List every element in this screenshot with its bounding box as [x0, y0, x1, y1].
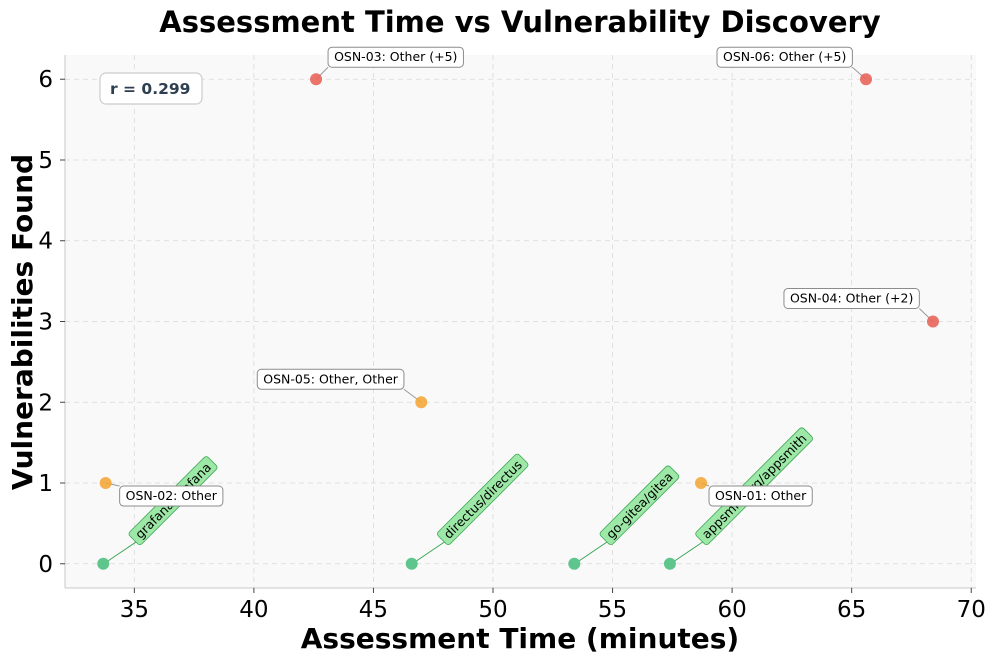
- x-tick-label-0: 35: [120, 597, 149, 623]
- data-point-1: [405, 557, 418, 570]
- y-tick-label-0: 0: [38, 552, 53, 578]
- annotation-4: OSN-02: Other: [119, 485, 224, 507]
- annotation-text-7: OSN-04: Other (+2): [790, 291, 913, 306]
- annotation-text-6: OSN-05: Other, Other: [263, 371, 399, 386]
- y-tick-label-1: 1: [38, 471, 53, 497]
- annotation-box-9: [716, 46, 853, 68]
- x-tick-label-5: 60: [717, 597, 746, 623]
- x-axis-label: Assessment Time (minutes): [301, 622, 739, 655]
- y-tick-label-6: 6: [38, 67, 53, 93]
- annotation-text-9: OSN-06: Other (+5): [723, 49, 846, 64]
- y-tick-label-2: 2: [38, 390, 53, 416]
- repo-label-box-1: [437, 453, 529, 546]
- annotation-text-8: OSN-03: Other (+5): [334, 49, 457, 64]
- annotation-box-5: [708, 485, 813, 507]
- data-points: [97, 73, 939, 570]
- annotation-text-5: OSN-01: Other: [715, 488, 807, 503]
- data-point-9: [860, 73, 873, 86]
- correlation-label: r = 0.299: [110, 80, 190, 98]
- annotation-box-8: [327, 46, 464, 68]
- data-point-6: [415, 396, 428, 409]
- chart-title: Assessment Time vs Vulnerability Discove…: [159, 5, 880, 39]
- x-tick-label-7: 70: [957, 597, 986, 623]
- data-point-5: [695, 477, 708, 490]
- y-tick-label-5: 5: [38, 148, 53, 174]
- annotation-5: OSN-01: Other: [708, 485, 813, 507]
- annotation-6: OSN-05: Other, Other: [256, 368, 405, 390]
- annotation-8: OSN-03: Other (+5): [327, 46, 464, 68]
- x-tick-label-6: 65: [837, 597, 866, 623]
- data-point-8: [310, 73, 323, 86]
- annotation-box-7: [783, 288, 920, 309]
- annotation-7: OSN-04: Other (+2): [783, 288, 920, 309]
- annotation-box-4: [119, 485, 224, 507]
- correlation-box: r = 0.299: [99, 72, 203, 105]
- data-point-7: [926, 315, 939, 328]
- correlation-box-frame: [99, 72, 203, 105]
- y-tick-label-4: 4: [38, 229, 53, 255]
- annotation-box-6: [256, 368, 405, 390]
- x-tick-label-2: 45: [359, 597, 388, 623]
- x-tick-label-3: 50: [478, 597, 507, 623]
- y-axis-label: Vulnerabilities Found: [6, 154, 39, 490]
- y-tick-label-3: 3: [38, 310, 53, 336]
- x-tick-label-4: 55: [598, 597, 627, 623]
- x-tick-label-1: 40: [239, 597, 268, 623]
- data-point-4: [99, 477, 112, 490]
- data-point-3: [663, 557, 676, 570]
- data-point-2: [568, 557, 581, 570]
- annotation-9: OSN-06: Other (+5): [716, 46, 853, 68]
- annotation-text-4: OSN-02: Other: [126, 488, 218, 503]
- data-point-0: [97, 557, 110, 570]
- repo-label-box-2: [599, 465, 680, 546]
